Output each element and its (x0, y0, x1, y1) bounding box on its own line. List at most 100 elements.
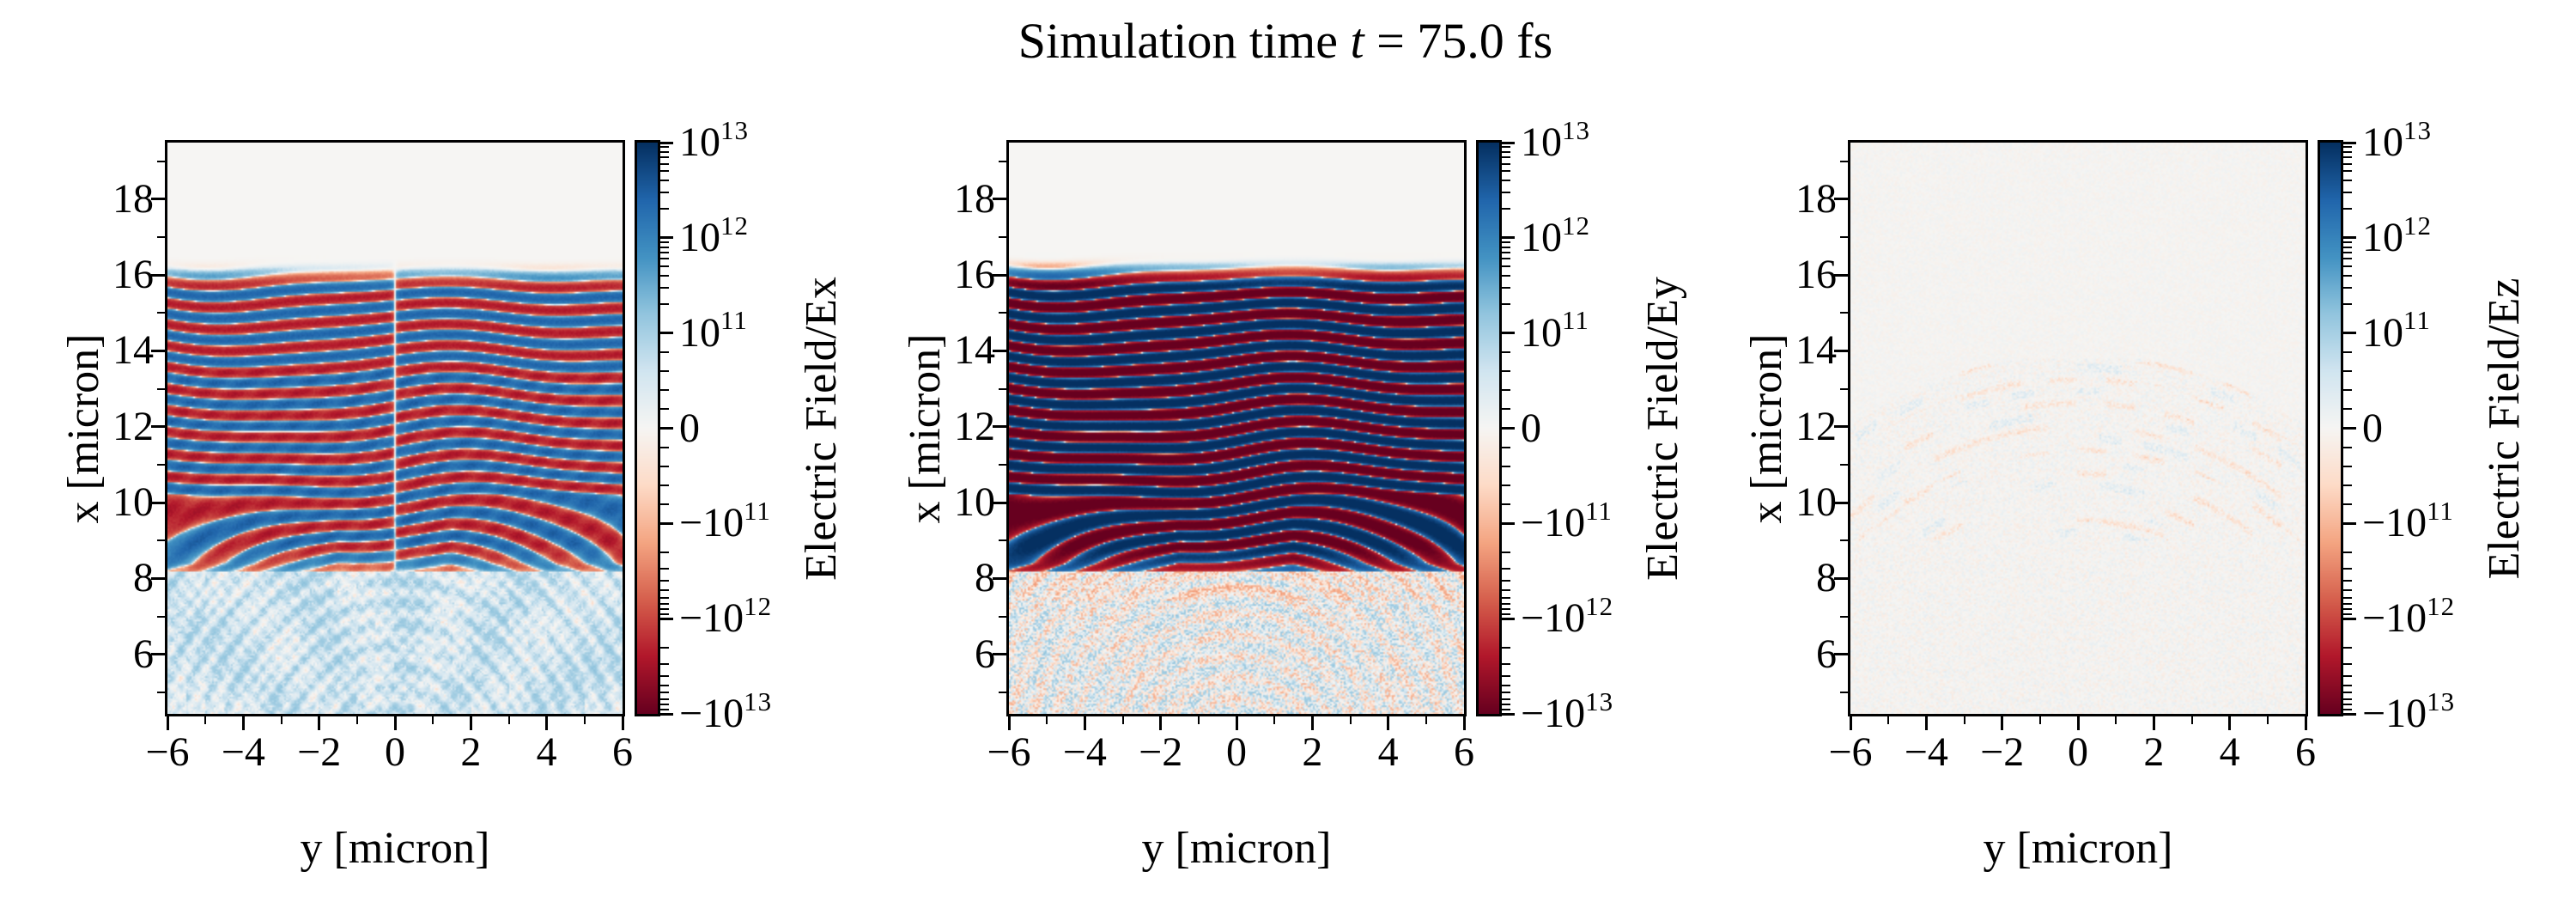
colorbar-minor-tick (1502, 698, 1510, 700)
x-tick-label: −6 (987, 729, 1031, 775)
colorbar-minor-tick (660, 170, 669, 173)
y-tick-label: 10 (112, 479, 154, 526)
x-axis-minor-tick (507, 716, 510, 724)
colorbar (635, 140, 660, 716)
y-axis-minor-tick (999, 387, 1006, 390)
y-axis-minor-tick (999, 235, 1006, 238)
colorbar-minor-tick (2343, 303, 2352, 306)
colorbar-label: Electric Field/Ex (797, 276, 846, 581)
x-tick-label: −4 (1062, 729, 1107, 775)
y-tick-label: 6 (975, 631, 995, 677)
colorbar-tick (1502, 521, 1515, 525)
colorbar-minor-tick (660, 596, 669, 599)
colorbar-minor-tick (2343, 698, 2352, 700)
y-axis-minor-tick (157, 235, 165, 238)
colorbar-minor-tick (2343, 646, 2352, 649)
x-axis-tick (1849, 716, 1852, 730)
colorbar-minor-tick (2343, 684, 2352, 686)
y-axis-tick (151, 273, 165, 277)
colorbar-minor-tick (660, 162, 669, 165)
colorbar-minor-tick (1502, 465, 1510, 467)
y-tick-label: 16 (112, 252, 154, 298)
colorbar-minor-tick (1502, 704, 1510, 706)
colorbar-minor-tick (660, 180, 669, 182)
colorbar-minor-tick (1502, 258, 1510, 260)
colorbar-minor-tick (660, 698, 669, 700)
y-axis-minor-tick (1840, 463, 1848, 466)
y-axis-tick (1834, 501, 1848, 504)
y-tick-label: 10 (954, 479, 995, 526)
x-tick-label: −2 (297, 729, 342, 775)
colorbar-tick-label: 0 (1521, 405, 1541, 451)
colorbar-minor-tick (1502, 646, 1510, 649)
colorbar-tick (1502, 141, 1515, 144)
x-axis-tick (1235, 716, 1238, 730)
y-tick-label: 14 (954, 327, 995, 374)
y-axis-minor-tick (1840, 312, 1848, 314)
y-axis-minor-tick (1840, 235, 1848, 238)
colorbar-minor-tick (1502, 608, 1510, 611)
x-axis-tick (1310, 716, 1314, 730)
x-axis-minor-tick (2115, 716, 2117, 724)
colorbar-tick (2343, 712, 2356, 716)
colorbar-tick-label: 1011 (679, 305, 748, 356)
x-tick-label: 0 (1226, 729, 1247, 775)
y-axis-tick (151, 501, 165, 504)
colorbar-minor-tick (2343, 551, 2352, 553)
x-axis-minor-tick (583, 716, 586, 724)
x-axis-tick (2001, 716, 2004, 730)
y-axis-tick (1834, 576, 1848, 580)
y-axis-tick (1834, 198, 1848, 201)
figure-title: Simulation time t = 75.0 fs (1018, 12, 1552, 70)
y-tick-label: 18 (954, 175, 995, 222)
x-tick-label: −6 (1828, 729, 1873, 775)
colorbar-minor-tick (1502, 180, 1510, 182)
x-tick-label: 2 (460, 729, 482, 775)
colorbar-tick (660, 521, 673, 525)
colorbar-minor-tick (660, 684, 669, 686)
colorbar-minor-tick (2343, 704, 2352, 706)
x-axis-minor-tick (1197, 716, 1200, 724)
axes-frame (165, 140, 625, 716)
colorbar-minor-tick (660, 265, 669, 268)
colorbar-tick (2343, 521, 2356, 525)
colorbar-minor-tick (660, 389, 669, 392)
colorbar-minor-tick (2343, 446, 2352, 448)
x-axis-minor-tick (2266, 716, 2269, 724)
colorbar-minor-tick (2343, 180, 2352, 182)
colorbar-tick (1502, 617, 1515, 620)
colorbar-minor-tick (1502, 241, 1510, 243)
x-tick-label: 6 (1454, 729, 1474, 775)
colorbar-tick-label: −1012 (1521, 590, 1614, 642)
y-axis-tick (1834, 653, 1848, 656)
colorbar-minor-tick (2343, 191, 2352, 193)
x-tick-label: 6 (2295, 729, 2316, 775)
y-axis-tick (1834, 349, 1848, 352)
colorbar-minor-tick (660, 446, 669, 448)
x-axis-tick (1387, 716, 1390, 730)
y-axis-tick (993, 349, 1006, 352)
colorbar-minor-tick (2343, 286, 2352, 289)
colorbar-minor-tick (660, 286, 669, 289)
y-tick-label: 12 (954, 403, 995, 449)
colorbar-tick (660, 332, 673, 335)
y-axis-minor-tick (999, 539, 1006, 542)
colorbar-label: Electric Field/Ez (2480, 277, 2529, 579)
colorbar-minor-tick (2343, 485, 2352, 486)
y-axis-label: x [micron] (901, 333, 950, 523)
colorbar-tick-label: 1012 (1521, 210, 1590, 260)
colorbar-minor-tick (2343, 162, 2352, 165)
heatmap-canvas (167, 143, 623, 714)
colorbar-minor-tick (1502, 692, 1510, 694)
colorbar-minor-tick (660, 602, 669, 605)
y-axis-minor-tick (157, 691, 165, 693)
colorbar-tick (660, 427, 673, 430)
colorbar-minor-tick (1502, 162, 1510, 165)
colorbar-minor-tick (1502, 191, 1510, 193)
colorbar-tick-label: 1013 (2362, 114, 2432, 165)
y-axis-tick (993, 576, 1006, 580)
colorbar-minor-tick (660, 674, 669, 677)
x-axis-label: y [micron] (1983, 824, 2173, 873)
colorbar-tick-label: −1012 (679, 590, 773, 642)
y-axis-tick (151, 576, 165, 580)
